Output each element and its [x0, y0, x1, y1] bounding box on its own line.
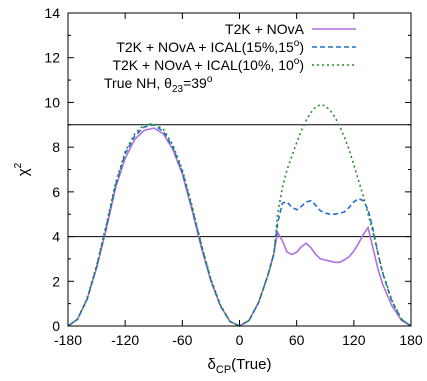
- series-line-1: [67, 127, 412, 327]
- x-tick-label: 60: [289, 332, 305, 348]
- x-tick-label: 180: [399, 332, 423, 348]
- legend-label-1: T2K + NOvA: [225, 21, 305, 37]
- y-tick-label: 6: [52, 184, 60, 200]
- annotation-true-nh: True NH, θ23=39o: [104, 74, 213, 95]
- x-tick-label: 120: [342, 332, 366, 348]
- y-tick-label: 14: [44, 5, 60, 21]
- y-tick-label: 12: [44, 50, 60, 66]
- y-tick-label: 4: [52, 229, 60, 245]
- y-tick-label: 8: [52, 139, 60, 155]
- x-tick-label: -60: [172, 332, 192, 348]
- series-line-2: [67, 123, 412, 327]
- y-tick-label: 10: [44, 94, 60, 110]
- x-tick-label: -180: [54, 332, 82, 348]
- plot-frame: [67, 12, 412, 327]
- y-tick-label: 0: [52, 318, 60, 334]
- x-axis-title: δCP(True): [208, 356, 272, 376]
- x-tick-label: -120: [111, 332, 139, 348]
- legend-label-3: T2K + NOvA + ICAL(10%, 10o): [112, 56, 304, 73]
- series-line-3: [67, 103, 412, 327]
- legend-label-2: T2K + NOvA + ICAL(15%,15o): [116, 38, 304, 55]
- x-tick-label: 0: [236, 332, 244, 348]
- y-tick-label: 2: [52, 273, 60, 289]
- y-axis-title: χ2: [13, 162, 32, 176]
